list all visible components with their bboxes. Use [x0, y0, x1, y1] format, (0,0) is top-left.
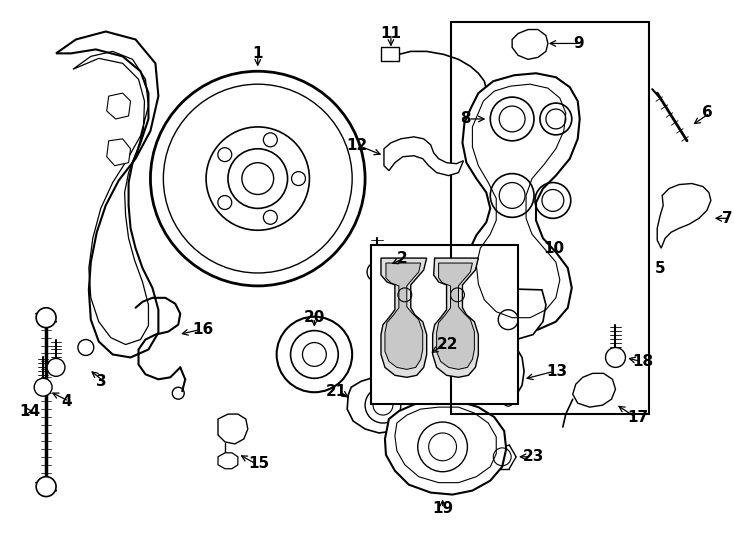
- Circle shape: [36, 308, 56, 328]
- Circle shape: [78, 340, 94, 355]
- Polygon shape: [106, 139, 131, 166]
- Text: 8: 8: [460, 111, 471, 126]
- Polygon shape: [470, 288, 546, 340]
- Circle shape: [264, 133, 277, 147]
- Circle shape: [36, 477, 56, 497]
- Text: 11: 11: [380, 26, 401, 41]
- Text: 9: 9: [573, 36, 584, 51]
- Polygon shape: [657, 184, 711, 248]
- Circle shape: [47, 359, 65, 376]
- Text: 19: 19: [432, 501, 453, 516]
- Text: 7: 7: [722, 211, 733, 226]
- Circle shape: [34, 379, 52, 396]
- Circle shape: [291, 172, 305, 186]
- Text: 2: 2: [397, 251, 407, 266]
- Text: 21: 21: [326, 384, 347, 399]
- Polygon shape: [218, 414, 248, 444]
- Text: 12: 12: [346, 138, 367, 153]
- Text: 17: 17: [628, 409, 649, 424]
- Circle shape: [206, 127, 310, 230]
- Circle shape: [150, 71, 365, 286]
- Bar: [371, 245, 518, 404]
- Circle shape: [411, 352, 431, 372]
- Polygon shape: [462, 73, 580, 332]
- Text: 18: 18: [633, 354, 653, 369]
- Text: 15: 15: [248, 456, 269, 471]
- Polygon shape: [385, 263, 423, 369]
- Polygon shape: [385, 401, 506, 495]
- Text: 6: 6: [702, 105, 713, 120]
- Polygon shape: [437, 263, 474, 369]
- Text: 22: 22: [437, 337, 458, 352]
- Bar: [451, 22, 650, 414]
- Circle shape: [277, 316, 352, 392]
- Polygon shape: [56, 31, 159, 357]
- Bar: [381, 48, 399, 62]
- Text: 10: 10: [543, 241, 564, 255]
- Circle shape: [490, 110, 507, 128]
- Polygon shape: [106, 93, 131, 119]
- Circle shape: [264, 211, 277, 224]
- Text: 13: 13: [546, 364, 567, 379]
- Circle shape: [218, 195, 232, 210]
- Text: 14: 14: [19, 403, 40, 418]
- Text: 5: 5: [655, 260, 666, 275]
- Circle shape: [218, 147, 232, 161]
- Polygon shape: [384, 137, 463, 176]
- Text: 16: 16: [192, 322, 214, 337]
- Circle shape: [367, 262, 387, 282]
- Polygon shape: [218, 453, 238, 469]
- Text: 1: 1: [252, 46, 263, 61]
- Polygon shape: [381, 258, 426, 377]
- Text: 20: 20: [304, 310, 325, 325]
- Polygon shape: [573, 373, 616, 407]
- Text: 3: 3: [96, 374, 106, 389]
- Text: 4: 4: [61, 394, 72, 409]
- Polygon shape: [512, 30, 548, 59]
- Text: 23: 23: [523, 449, 545, 464]
- Circle shape: [606, 348, 625, 367]
- Polygon shape: [432, 258, 479, 377]
- Polygon shape: [347, 377, 417, 433]
